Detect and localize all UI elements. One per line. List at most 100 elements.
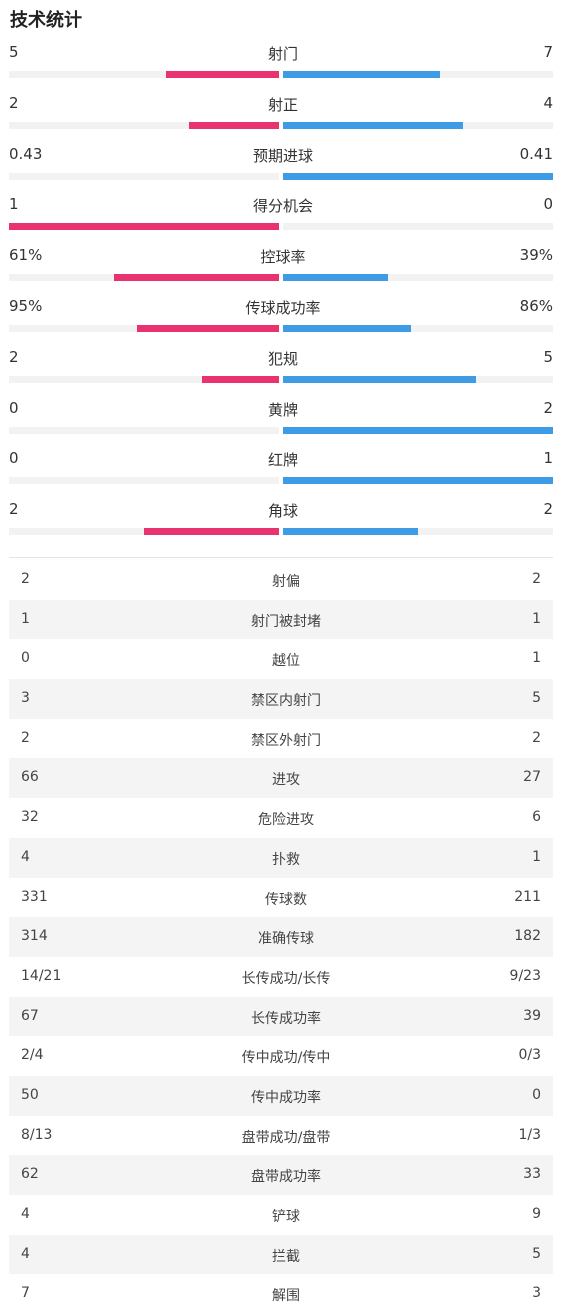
home-bar-track [9, 71, 279, 78]
home-bar-track [9, 477, 279, 485]
away-bar-fill [283, 172, 553, 180]
away-value: 1/3 [518, 1126, 541, 1143]
home-value: 0 [21, 650, 30, 667]
away-value: 1 [543, 449, 553, 468]
home-value: 50 [21, 1086, 39, 1103]
away-value: 0 [543, 195, 553, 214]
stat-label: 控球率 [260, 248, 306, 267]
stats-table: 2 射偏 2 1 射门被封堵 1 0 越位 1 3 禁区内射门 5 2 禁区外射… [9, 560, 553, 1308]
bar-stat-row: 0.43 预期进球 0.41 [0, 144, 569, 195]
home-value: 67 [21, 1007, 39, 1024]
home-bar-track [9, 528, 279, 536]
bar-stat-row: 95% 传球成功率 86% [0, 296, 569, 347]
stat-label: 危险进攻 [258, 812, 314, 829]
away-bar-fill [283, 528, 418, 536]
stat-label: 铲球 [272, 1209, 300, 1225]
away-value: 5 [532, 690, 541, 707]
away-bar-track [283, 477, 553, 485]
away-value: 0.41 [519, 144, 553, 163]
home-value: 0.43 [9, 144, 43, 163]
home-value: 4 [21, 1206, 30, 1222]
home-bar-fill [144, 528, 279, 536]
away-value: 5 [543, 347, 553, 366]
away-value: 182 [514, 928, 541, 945]
away-value: 0/3 [518, 1047, 541, 1064]
away-bar-track [283, 528, 553, 536]
away-bar-fill [283, 324, 412, 332]
stat-label: 进攻 [272, 772, 300, 789]
home-value: 32 [21, 809, 39, 826]
home-value: 62 [21, 1166, 39, 1183]
stat-label: 禁区外射门 [251, 732, 321, 749]
away-bar-fill [283, 121, 464, 129]
stat-label: 禁区内射门 [251, 693, 321, 710]
bar-stat-row: 0 黄牌 2 [0, 398, 569, 449]
stat-label: 犯规 [267, 349, 299, 368]
table-row: 4 拦截 5 [9, 1234, 553, 1275]
away-value: 1 [532, 650, 541, 667]
away-value: 6 [532, 809, 541, 826]
home-value: 2 [9, 93, 19, 112]
table-row: 32 危险进攻 6 [9, 798, 553, 838]
bar-stat-row: 2 射正 4 [0, 93, 569, 144]
away-value: 2 [532, 571, 541, 587]
away-value: 1 [532, 848, 541, 865]
table-row: 2 禁区外射门 2 [9, 719, 553, 759]
away-bar-fill [283, 426, 553, 434]
stat-label: 盘带成功率 [251, 1169, 321, 1186]
home-value: 95% [9, 296, 43, 315]
away-value: 33 [523, 1166, 541, 1183]
home-value: 7 [21, 1285, 30, 1302]
table-row: 2/4 传中成功/传中 0/3 [9, 1036, 553, 1076]
home-value: 5 [9, 43, 19, 61]
home-value: 4 [21, 848, 30, 865]
home-bar-fill [201, 375, 279, 383]
home-value: 4 [21, 1245, 30, 1262]
stat-label: 射门 [267, 45, 299, 63]
table-row: 66 进攻 27 [9, 758, 553, 799]
stat-label: 准确传球 [258, 931, 314, 948]
stat-label: 射偏 [272, 574, 300, 590]
home-bar-track [9, 324, 279, 332]
stat-label: 传中成功率 [251, 1089, 321, 1106]
stat-label: 射门被封堵 [251, 613, 321, 630]
away-value: 39 [523, 1007, 541, 1024]
away-bar-track [283, 324, 553, 332]
home-bar-track [9, 172, 279, 180]
home-bar-fill [114, 274, 279, 282]
away-value: 86% [519, 296, 553, 315]
home-value: 2/4 [21, 1047, 44, 1064]
stat-label: 传球成功率 [245, 298, 321, 317]
table-row: 62 盘带成功率 33 [9, 1155, 553, 1195]
home-value: 331 [21, 888, 48, 905]
home-value: 61% [9, 246, 43, 265]
stat-label: 越位 [272, 653, 300, 670]
home-value: 0 [9, 449, 19, 468]
away-value: 4 [543, 93, 553, 112]
table-row: 7 解围 3 [9, 1274, 553, 1308]
away-value: 2 [543, 398, 553, 417]
stat-label: 角球 [267, 502, 299, 521]
away-bar-track [283, 71, 553, 78]
home-bar-fill [189, 121, 279, 129]
table-row: 67 长传成功率 39 [9, 996, 553, 1037]
home-bar-track [9, 121, 279, 129]
stat-label: 黄牌 [267, 400, 299, 419]
stat-label: 红牌 [267, 451, 299, 470]
away-bar-fill [283, 274, 389, 282]
bar-stat-row: 2 角球 2 [0, 499, 569, 550]
home-value: 2 [21, 571, 30, 587]
home-bar-fill [9, 223, 279, 231]
home-bar-fill [137, 324, 279, 332]
home-bar-fill [166, 71, 279, 78]
table-row: 8/13 盘带成功/盘带 1/3 [9, 1116, 553, 1156]
stat-label: 长传成功/长传 [241, 970, 331, 987]
home-value: 2 [9, 347, 19, 366]
stat-label: 预期进球 [252, 146, 314, 165]
away-value: 27 [523, 769, 541, 786]
home-value: 66 [21, 769, 39, 786]
bar-stat-row: 0 红牌 1 [0, 448, 569, 499]
home-value: 314 [21, 928, 48, 945]
away-bar-track [283, 375, 553, 383]
bar-stat-row: 5 射门 7 [0, 42, 569, 93]
